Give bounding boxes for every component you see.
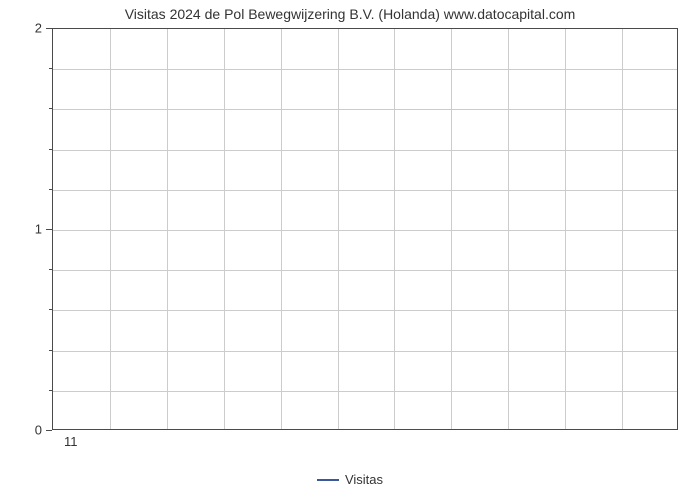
- y-tick-label: 1: [24, 222, 42, 237]
- gridline-horizontal: [53, 351, 677, 352]
- gridline-vertical: [508, 29, 509, 429]
- gridline-horizontal: [53, 391, 677, 392]
- gridline-vertical: [167, 29, 168, 429]
- y-tick-minor: [49, 108, 52, 109]
- gridline-vertical: [565, 29, 566, 429]
- y-tick-minor: [49, 189, 52, 190]
- gridline-horizontal: [53, 230, 677, 231]
- y-tick-minor: [49, 269, 52, 270]
- gridline-horizontal: [53, 109, 677, 110]
- y-tick-major: [46, 28, 52, 29]
- y-tick-major: [46, 229, 52, 230]
- gridline-horizontal: [53, 270, 677, 271]
- y-tick-label: 0: [24, 423, 42, 438]
- legend-series-label: Visitas: [345, 472, 383, 487]
- gridline-vertical: [110, 29, 111, 429]
- plot-area: [52, 28, 678, 430]
- gridline-vertical: [224, 29, 225, 429]
- gridline-vertical: [394, 29, 395, 429]
- legend-series-line: [317, 479, 339, 481]
- y-tick-minor: [49, 68, 52, 69]
- y-tick-label: 2: [24, 21, 42, 36]
- gridline-vertical: [281, 29, 282, 429]
- gridline-vertical: [622, 29, 623, 429]
- y-tick-minor: [49, 390, 52, 391]
- y-tick-minor: [49, 350, 52, 351]
- y-tick-major: [46, 430, 52, 431]
- gridline-horizontal: [53, 150, 677, 151]
- y-tick-minor: [49, 309, 52, 310]
- x-tick-label: 11: [64, 434, 78, 449]
- legend: Visitas: [0, 472, 700, 487]
- gridline-horizontal: [53, 69, 677, 70]
- gridline-vertical: [451, 29, 452, 429]
- y-tick-minor: [49, 149, 52, 150]
- gridline-vertical: [338, 29, 339, 429]
- gridline-horizontal: [53, 310, 677, 311]
- gridline-horizontal: [53, 190, 677, 191]
- chart-title: Visitas 2024 de Pol Bewegwijzering B.V. …: [0, 6, 700, 22]
